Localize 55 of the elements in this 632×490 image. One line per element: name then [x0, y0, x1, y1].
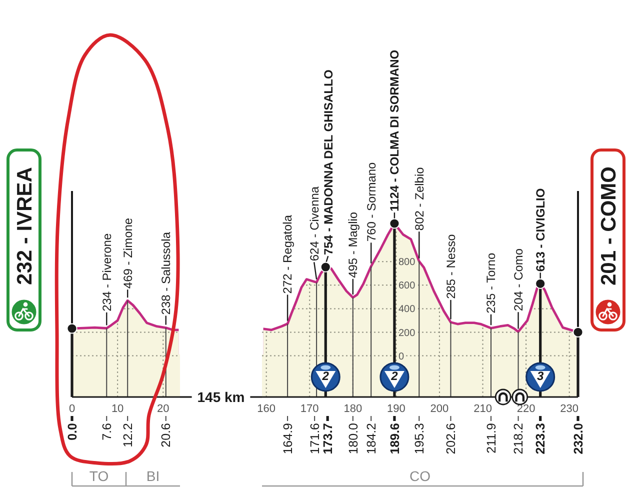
ref-line-label: 189.6 — [388, 422, 402, 454]
ref-line-label: 184.2 — [364, 422, 378, 454]
x-tick-label: 190 — [387, 403, 406, 415]
annotation: 204 - Como — [511, 248, 526, 312]
ref-line-label: 211.9 — [484, 422, 498, 454]
text: BI — [146, 468, 160, 484]
y-tick-label: 800 — [398, 257, 416, 268]
text: 145 km — [197, 388, 245, 405]
annotation: 285 - Nesso — [444, 234, 458, 299]
text: 201 - COMO — [598, 166, 621, 286]
x-tick-label: 210 — [474, 403, 492, 415]
ref-line-label: 12.2 — [120, 422, 135, 448]
annotation: 2 — [321, 369, 330, 384]
x-tick-label: 200 — [430, 403, 449, 415]
y-tick-label: 0 — [398, 351, 405, 362]
ref-line-label: 232.0 — [571, 422, 586, 454]
annotation: 469 - Zimone — [120, 218, 135, 289]
ref-line-label: 7.6 — [100, 422, 114, 440]
x-tick-label: 10 — [111, 403, 124, 415]
annotation: 613 - CIVIGLIO — [534, 188, 548, 272]
y-tick-label: 400 — [398, 304, 416, 316]
annotation: 2 — [390, 369, 398, 384]
y-tick-label: 600 — [398, 280, 416, 292]
y-tick-label: 200 — [398, 328, 416, 339]
ref-line-label: 164.9 — [280, 422, 295, 454]
annotation: 760 - Sormano — [364, 162, 378, 242]
ref-line-label: 0.0 — [65, 422, 80, 440]
x-tick-label: 160 — [257, 403, 276, 415]
annotation: 802 - Zelbio — [412, 166, 426, 231]
x-tick-label: 0 — [68, 403, 76, 415]
ref-line-label: 223.3 — [534, 422, 548, 454]
x-tick-label: 170 — [300, 403, 319, 415]
annotation: 238 - Salussola — [159, 232, 174, 315]
annotation: 272 - Regatola — [280, 214, 295, 294]
x-tick-label: 180 — [344, 403, 362, 415]
ref-line-label: 218.2 — [512, 422, 526, 454]
x-tick-label: 220 — [516, 403, 536, 415]
ref-line-label: 202.6 — [444, 422, 458, 454]
text: CO — [410, 468, 431, 484]
annotation: 495 - Maglio — [346, 212, 360, 278]
text: 232 - IVREA — [14, 167, 37, 285]
ref-line-label: 180.0 — [346, 422, 360, 454]
annotation: 234 - Piverone — [100, 233, 114, 312]
annotation: 3 — [536, 369, 544, 384]
annotation: 624 - Civenna — [307, 186, 322, 262]
x-tick-label: 230 — [560, 403, 579, 415]
x-tick-label: 20 — [157, 403, 170, 415]
annotation: 235 - Torno — [484, 252, 498, 314]
annotation: 754 - MADONNA DEL GHISALLO — [321, 70, 336, 256]
ref-line-label: 195.3 — [412, 422, 427, 454]
text: TO — [89, 468, 109, 484]
ref-line-label: 20.6 — [159, 422, 174, 448]
ref-line-label: 171.6 — [308, 422, 322, 454]
ref-line-label: 173.7 — [320, 422, 335, 454]
annotation: 1124 - COLMA DI SORMANO — [388, 50, 402, 212]
